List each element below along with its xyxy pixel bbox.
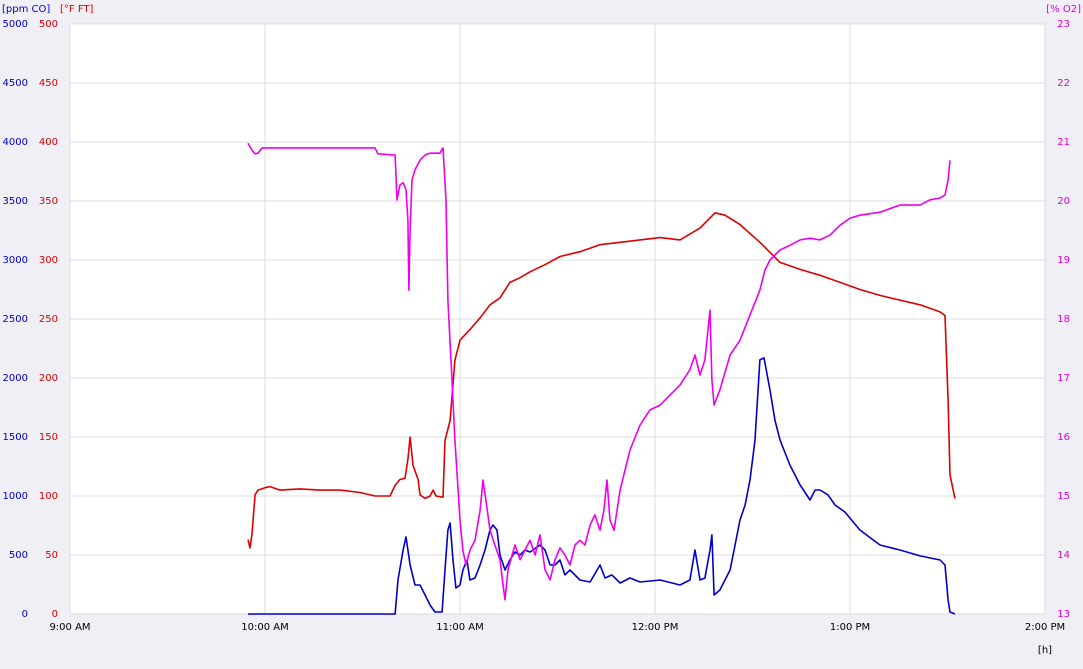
y-tick-label: 300: [39, 255, 58, 266]
y-tick-label: 500: [9, 550, 28, 561]
y-tick-label: 250: [39, 314, 58, 325]
x-tick-label: 11:00 AM: [436, 622, 483, 633]
y-tick-label: 5000: [3, 19, 28, 30]
y-tick-label: 400: [39, 137, 58, 148]
y-tick-label: 350: [39, 196, 58, 207]
y-tick-label: 14: [1057, 550, 1070, 561]
y-tick-label: 13: [1057, 609, 1070, 620]
x-tick-label: 9:00 AM: [49, 622, 90, 633]
y-tick-label: 21: [1057, 137, 1070, 148]
x-axis-label: [h]: [1038, 645, 1052, 656]
y-tick-label: 100: [39, 491, 58, 502]
y-tick-label: 23: [1057, 19, 1070, 30]
y-tick-label: 22: [1057, 78, 1070, 89]
y-tick-label: 16: [1057, 432, 1070, 443]
y-tick-label: 4500: [3, 78, 28, 89]
series-line: [247, 142, 951, 601]
y-tick-label: 0: [52, 609, 58, 620]
y-tick-label: 3500: [3, 196, 28, 207]
y-tick-label: 500: [39, 19, 58, 30]
x-tick-label: 12:00 PM: [632, 622, 679, 633]
y-tick-label: 1000: [3, 491, 28, 502]
x-tick-label: 1:00 PM: [830, 622, 870, 633]
y-tick-label: 0: [22, 609, 28, 620]
y-tick-label: 20: [1057, 196, 1070, 207]
axis-label: [ppm CO]: [2, 4, 50, 15]
y-tick-label: 15: [1057, 491, 1070, 502]
y-tick-label: 17: [1057, 373, 1070, 384]
y-tick-label: 2500: [3, 314, 28, 325]
y-tick-label: 1500: [3, 432, 28, 443]
series-line: [247, 212, 956, 549]
y-tick-label: 200: [39, 373, 58, 384]
y-tick-label: 150: [39, 432, 58, 443]
y-tick-label: 3000: [3, 255, 28, 266]
y-tick-label: 450: [39, 78, 58, 89]
series-line: [248, 357, 956, 615]
y-tick-label: 2000: [3, 373, 28, 384]
y-tick-label: 50: [45, 550, 58, 561]
y-tick-label: 18: [1057, 314, 1070, 325]
axis-label: [% O2]: [1046, 4, 1081, 15]
x-tick-label: 2:00 PM: [1025, 622, 1065, 633]
y-tick-label: 4000: [3, 137, 28, 148]
y-tick-label: 19: [1057, 255, 1070, 266]
axis-label: [°F FT]: [60, 4, 94, 15]
x-tick-label: 10:00 AM: [241, 622, 288, 633]
